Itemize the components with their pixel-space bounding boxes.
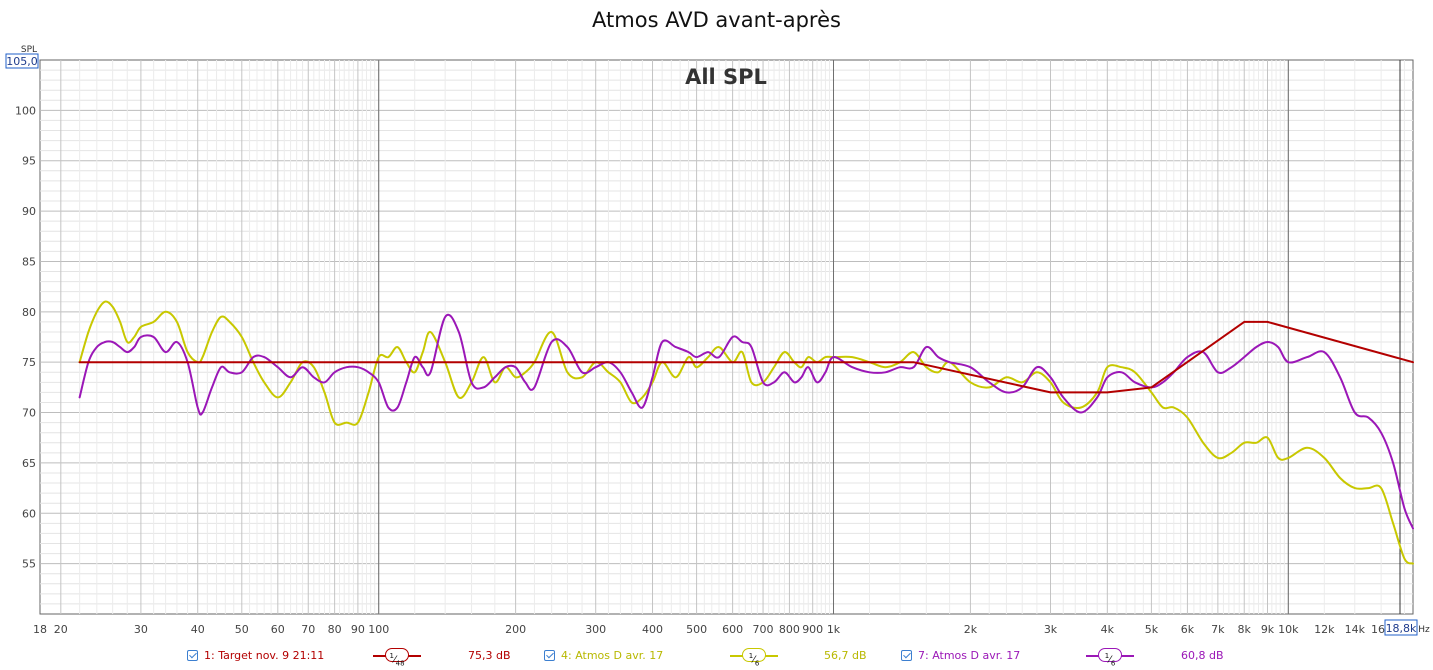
x-tick-label: 900	[802, 623, 823, 636]
x-tick-label: 400	[642, 623, 663, 636]
x-tick-label: 500	[686, 623, 707, 636]
y-tick-label: 95	[22, 155, 36, 168]
x-tick-label: 100	[368, 623, 389, 636]
x-tick-label: 200	[505, 623, 526, 636]
y-readout-box	[5, 53, 39, 69]
smoothing-selector-atmos-2[interactable]: 1⁄6	[1086, 647, 1134, 667]
x-tick-label: 6k	[1181, 623, 1195, 636]
y-tick-label: 90	[22, 205, 36, 218]
y-tick-label: 85	[22, 255, 36, 268]
legend-label: 7: Atmos D avr. 17	[918, 648, 1021, 662]
x-tick-label: 70	[301, 623, 315, 636]
y-tick-label: 75	[22, 356, 36, 369]
x-tick-label: 9k	[1261, 623, 1275, 636]
x-tick-label: 600	[722, 623, 743, 636]
x-tick-label: 18	[33, 623, 47, 636]
y-tick-label: 70	[22, 407, 36, 420]
y-tick-label: 80	[22, 306, 36, 319]
x-tick-label: 60	[271, 623, 285, 636]
plot-frame	[39, 59, 1414, 615]
x-tick-label: 80	[328, 623, 342, 636]
smoothing-selector-target[interactable]: 1⁄48	[373, 647, 421, 667]
x-tick-label: 14k	[1345, 623, 1366, 636]
x-readout-box	[1384, 619, 1418, 636]
legend-item-target[interactable]: 1: Target nov. 9 21:11	[187, 646, 324, 664]
x-tick-label: 5k	[1145, 623, 1159, 636]
legend-item-atmos-1[interactable]: 4: Atmos D avr. 17	[544, 646, 663, 664]
chart-subtitle: All SPL	[685, 65, 767, 89]
x-tick-label: 50	[235, 623, 249, 636]
legend-item-atmos-2[interactable]: 7: Atmos D avr. 17	[901, 646, 1020, 664]
x-tick-label: 2k	[964, 623, 978, 636]
x-tick-label: 12k	[1314, 623, 1335, 636]
checkbox-icon[interactable]	[187, 649, 198, 661]
x-tick-label: 4k	[1101, 623, 1115, 636]
x-tick-label: 20	[54, 623, 68, 636]
x-tick-label: 300	[585, 623, 606, 636]
legend-label: 4: Atmos D avr. 17	[561, 648, 664, 662]
y-tick-label: 55	[22, 558, 36, 571]
y-tick-label: 60	[22, 507, 36, 520]
series-line-target	[78, 320, 1414, 394]
x-readout: 18,8k	[1386, 622, 1417, 635]
x-tick-label: 90	[351, 623, 365, 636]
x-tick-label: 3k	[1044, 623, 1058, 636]
checkbox-icon[interactable]	[544, 649, 555, 661]
x-tick-label: 8k	[1238, 623, 1252, 636]
level-readout-atmos-1: 56,7 dB	[824, 649, 867, 662]
y-axis-label: SPL	[21, 45, 37, 55]
chart-title: Atmos AVD avant-après	[592, 8, 841, 32]
x-tick-label: 30	[134, 623, 148, 636]
y-tick-label: 65	[22, 457, 36, 470]
y-tick-label: 100	[15, 104, 36, 117]
y-readout: 105,0	[6, 55, 38, 68]
level-readout-atmos-2: 60,8 dB	[1181, 649, 1224, 662]
x-tick-label: 10k	[1278, 623, 1299, 636]
series-line-atmos-2	[78, 313, 1414, 530]
smoothing-selector-atmos-1[interactable]: 1⁄6	[730, 647, 778, 667]
x-tick-label: 800	[779, 623, 800, 636]
legend-label: 1: Target nov. 9 21:11	[204, 648, 325, 662]
x-axis-label: Hz	[1418, 625, 1430, 635]
x-tick-label: 7k	[1211, 623, 1225, 636]
series-line-atmos-1	[78, 300, 1414, 565]
level-readout-target: 75,3 dB	[468, 649, 511, 662]
x-tick-label: 40	[191, 623, 205, 636]
x-tick-label: 700	[753, 623, 774, 636]
x-tick-label: 1k	[827, 623, 841, 636]
checkbox-icon[interactable]	[901, 649, 912, 661]
